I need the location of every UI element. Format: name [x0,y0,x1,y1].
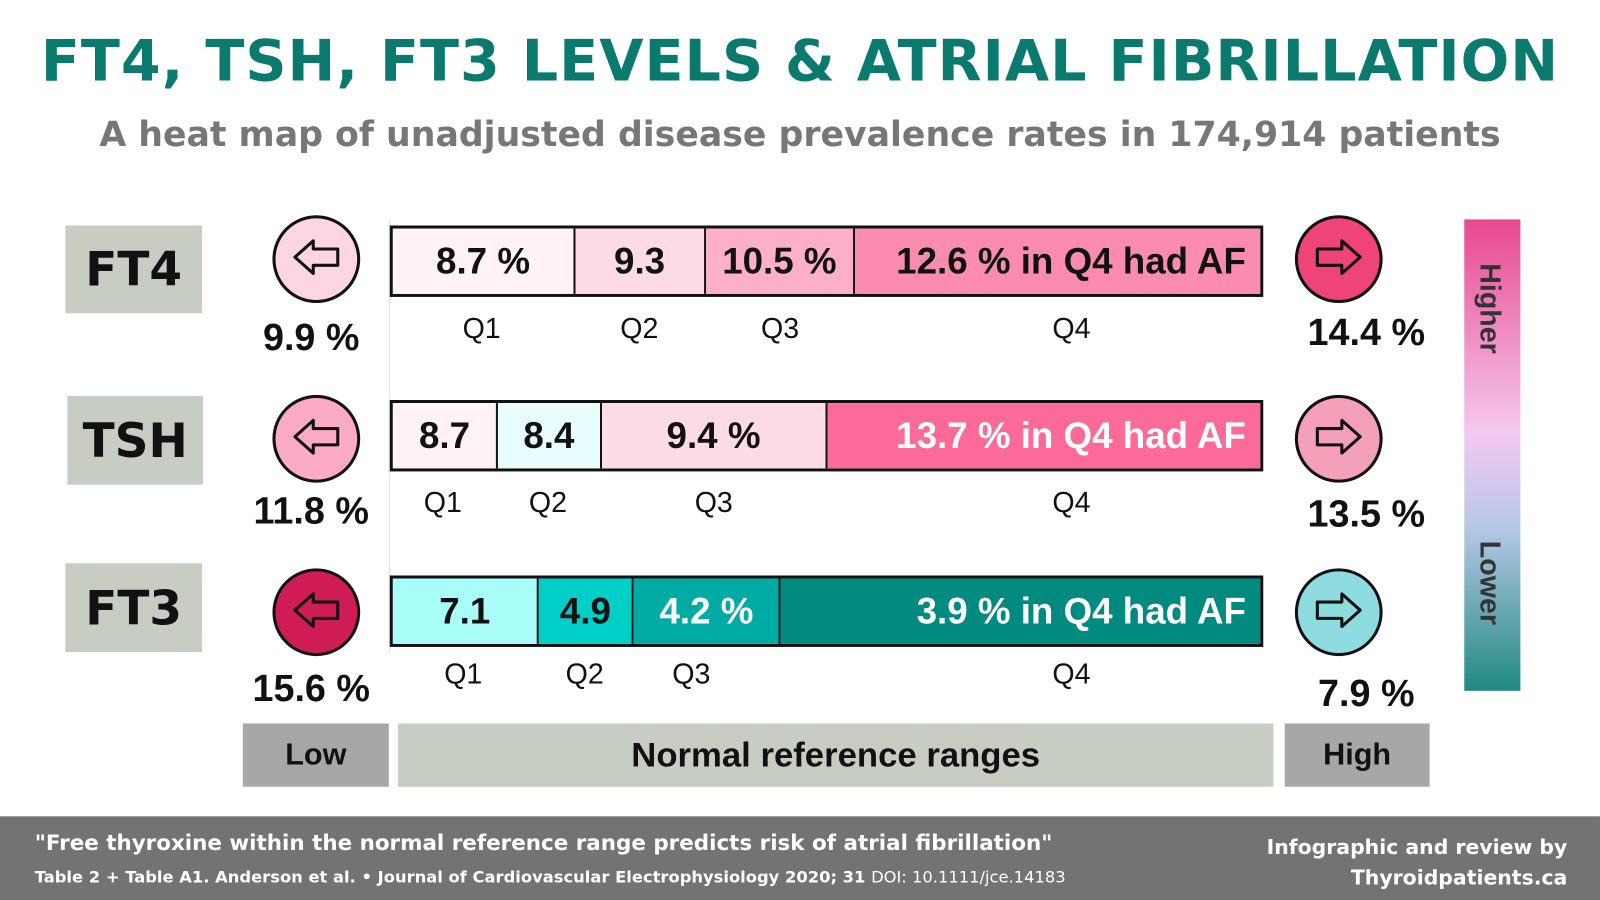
quartile-label: Q3 [694,486,733,519]
title: FT4, TSH, FT3 LEVELS & ATRIAL FIBRILLATI… [40,28,1560,95]
high-percent: 7.9 % [1318,672,1415,715]
quartile-segment-q2: 9.3 [575,228,706,294]
row-label-ft4: FT4 [65,225,203,314]
quartile-label: Q4 [1052,312,1091,344]
arrow-left-icon [291,416,342,462]
legend-gradient [1464,219,1521,691]
quartile-segment-q4: 12.6 % in Q4 had AF [854,228,1261,294]
legend-higher: Higher [1474,263,1507,354]
high-percent: 14.4 % [1307,311,1426,354]
arrow-left-icon [291,589,342,635]
arrow-right-icon [1313,416,1364,462]
quartile-label: Q2 [528,486,568,519]
quartile-bar: 7.1 4.9 4.2 % 3.9 % in Q4 had AF [389,575,1264,647]
quartile-segment-q2: 8.4 [498,403,602,469]
quartile-segment-q1: 8.7 % [392,228,576,294]
low-arrow-circle [272,394,361,483]
low-percent: 15.6 % [252,667,370,710]
subtitle: A heat map of unadjusted disease prevale… [99,114,1501,156]
quartile-label: Q4 [1052,486,1091,519]
low-arrow-circle [272,215,361,304]
range-high: High [1284,723,1430,787]
footer-credit: Infographic and review by Thyroidpatient… [1267,832,1568,893]
quartile-segment-q4: 13.7 % in Q4 had AF [827,403,1261,469]
high-percent: 13.5 % [1307,492,1426,535]
quartile-label: Q3 [761,312,800,344]
range-normal: Normal reference ranges [397,723,1274,787]
low-percent: 9.9 % [262,316,360,359]
quartile-label: Q1 [423,486,462,519]
quartile-segment-q1: 7.1 [392,578,539,644]
quartile-segment-q3: 4.2 % [634,578,781,644]
footer-quote: "Free thyroxine within the normal refere… [34,830,1053,856]
quartile-label: Q1 [462,312,501,344]
footer: "Free thyroxine within the normal refere… [0,816,1600,900]
quartile-bar: 8.7 % 9.3 10.5 % 12.6 % in Q4 had AF [389,225,1264,297]
quartile-segment-q2: 4.9 [538,578,635,644]
credit-site: Thyroidpatients.ca [1350,865,1568,890]
quartile-label: Q1 [444,658,483,690]
doi: DOI: 10.1111/jce.14183 [871,867,1066,887]
range-low: Low [242,723,389,787]
arrow-right-icon [1313,589,1364,635]
legend-lower: Lower [1474,540,1507,625]
quartile-label: Q2 [565,658,604,690]
high-arrow-circle [1294,215,1383,304]
quartile-segment-q3: 9.4 % [601,403,828,469]
row-label-ft3: FT3 [65,563,203,653]
quartile-label: Q4 [1052,658,1091,690]
footer-citation: Table 2 + Table A1. Anderson et al. • Jo… [35,867,1066,886]
arrow-right-icon [1313,236,1364,282]
axis-line [388,219,390,654]
quartile-segment-q1: 8.7 [392,403,499,469]
citation: Table 2 + Table A1. Anderson et al. • Jo… [34,867,866,887]
high-arrow-circle [1294,568,1383,657]
quartile-label: Q2 [620,312,659,344]
quartile-label: Q3 [672,658,711,690]
quartile-segment-q4: 3.9 % in Q4 had AF [780,578,1261,644]
quartile-bar: 8.7 8.4 9.4 % 13.7 % in Q4 had AF [389,399,1264,472]
credit-line: Infographic and review by [1266,834,1568,860]
quartile-segment-q3: 10.5 % [705,228,855,294]
low-arrow-circle [272,568,361,657]
low-percent: 11.8 % [253,489,369,532]
arrow-left-icon [291,236,342,282]
row-label-tsh: TSH [67,395,204,485]
high-arrow-circle [1294,394,1383,483]
